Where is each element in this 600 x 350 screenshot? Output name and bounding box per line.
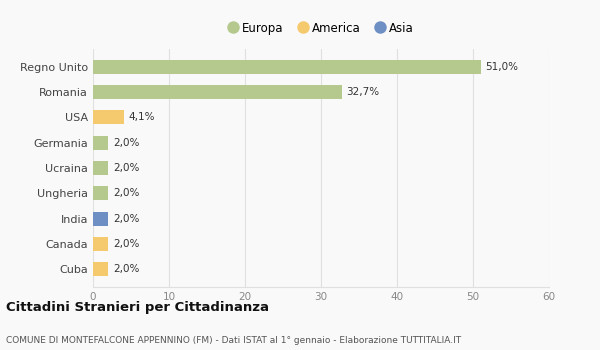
Text: 2,0%: 2,0%	[113, 239, 139, 249]
Text: 2,0%: 2,0%	[113, 214, 139, 224]
Bar	[93, 212, 108, 225]
Text: 2,0%: 2,0%	[113, 163, 139, 173]
Text: 32,7%: 32,7%	[346, 87, 379, 97]
Bar	[93, 111, 124, 124]
Text: Cittadini Stranieri per Cittadinanza: Cittadini Stranieri per Cittadinanza	[6, 301, 269, 315]
Text: 4,1%: 4,1%	[129, 112, 155, 122]
Bar	[93, 161, 108, 175]
Bar	[93, 237, 108, 251]
Bar	[93, 186, 108, 200]
Text: 51,0%: 51,0%	[485, 62, 518, 72]
Legend: Europa, America, Asia: Europa, America, Asia	[224, 18, 418, 38]
Bar	[93, 85, 341, 99]
Text: 2,0%: 2,0%	[113, 188, 139, 198]
Bar	[93, 60, 481, 74]
Bar	[93, 136, 108, 150]
Text: COMUNE DI MONTEFALCONE APPENNINO (FM) - Dati ISTAT al 1° gennaio - Elaborazione : COMUNE DI MONTEFALCONE APPENNINO (FM) - …	[6, 336, 461, 345]
Bar	[93, 262, 108, 276]
Text: 2,0%: 2,0%	[113, 138, 139, 148]
Text: 2,0%: 2,0%	[113, 264, 139, 274]
